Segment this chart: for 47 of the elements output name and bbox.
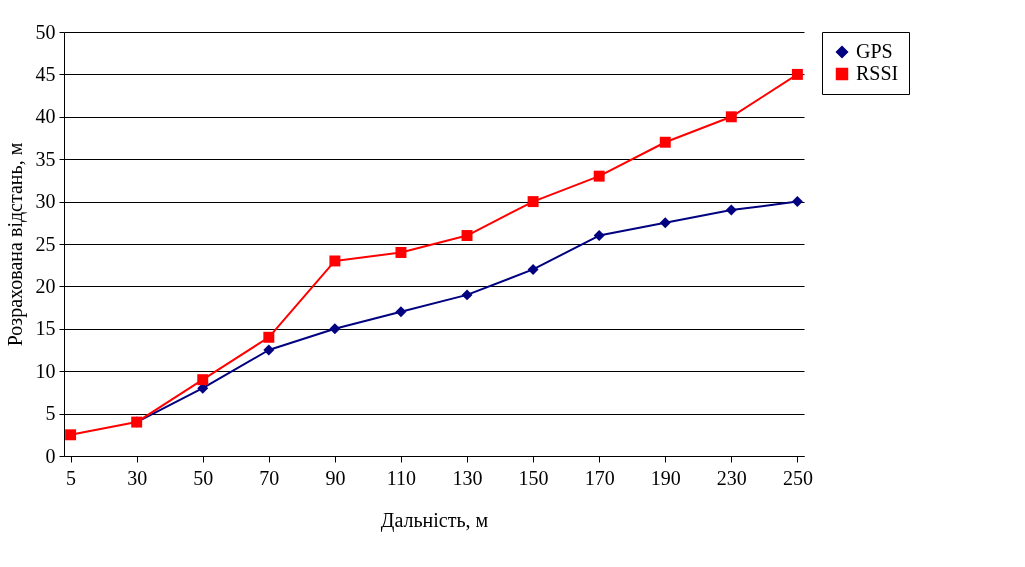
point (329, 255, 341, 267)
point (527, 196, 539, 208)
point (65, 429, 77, 441)
point (659, 136, 671, 148)
x-tick-label: 110 (386, 466, 417, 489)
y-tick-label: 45 (35, 62, 56, 85)
x-tick-label: 70 (259, 466, 280, 489)
point (527, 263, 539, 275)
x-tick-label: 170 (584, 466, 615, 489)
point (329, 323, 341, 335)
y-tick-label: 20 (35, 274, 56, 297)
point (197, 374, 209, 386)
x-tick-label: 230 (716, 466, 747, 489)
legend-label: RSSI (856, 62, 899, 84)
point (593, 230, 605, 241)
x-tick-label: 50 (193, 466, 214, 489)
x-tick-label: 190 (650, 466, 681, 489)
x-tick-label: 150 (518, 466, 549, 489)
point (725, 111, 737, 123)
point (725, 204, 737, 216)
point (593, 170, 605, 182)
point (791, 196, 803, 208)
x-tick-label: 250 (782, 466, 813, 489)
point (659, 217, 671, 229)
x-tick-label: 5 (66, 466, 77, 489)
x-axis-title: Дальність, м (380, 508, 489, 532)
y-tick-label: 50 (35, 20, 56, 43)
x-tick-label: 30 (127, 466, 148, 489)
y-tick-label: 5 (45, 402, 56, 425)
y-tick-label: 15 (35, 317, 56, 340)
point (395, 247, 407, 258)
y-tick-label: 35 (35, 147, 56, 170)
point (263, 331, 275, 343)
point (461, 230, 473, 241)
y-tick-label: 0 (45, 444, 56, 467)
point (395, 306, 407, 318)
point (791, 68, 803, 80)
x-tick-label: 130 (452, 466, 483, 489)
y-tick-label: 25 (35, 232, 56, 255)
y-tick-label: 30 (35, 190, 56, 213)
point (461, 289, 473, 301)
x-tick-label: 90 (325, 466, 346, 489)
point (263, 344, 275, 356)
y-axis-title: Розрахована відстань, м (3, 142, 27, 347)
y-tick-label: 10 (35, 359, 56, 382)
y-tick-label: 40 (35, 105, 56, 128)
legend-label: GPS (856, 40, 893, 62)
